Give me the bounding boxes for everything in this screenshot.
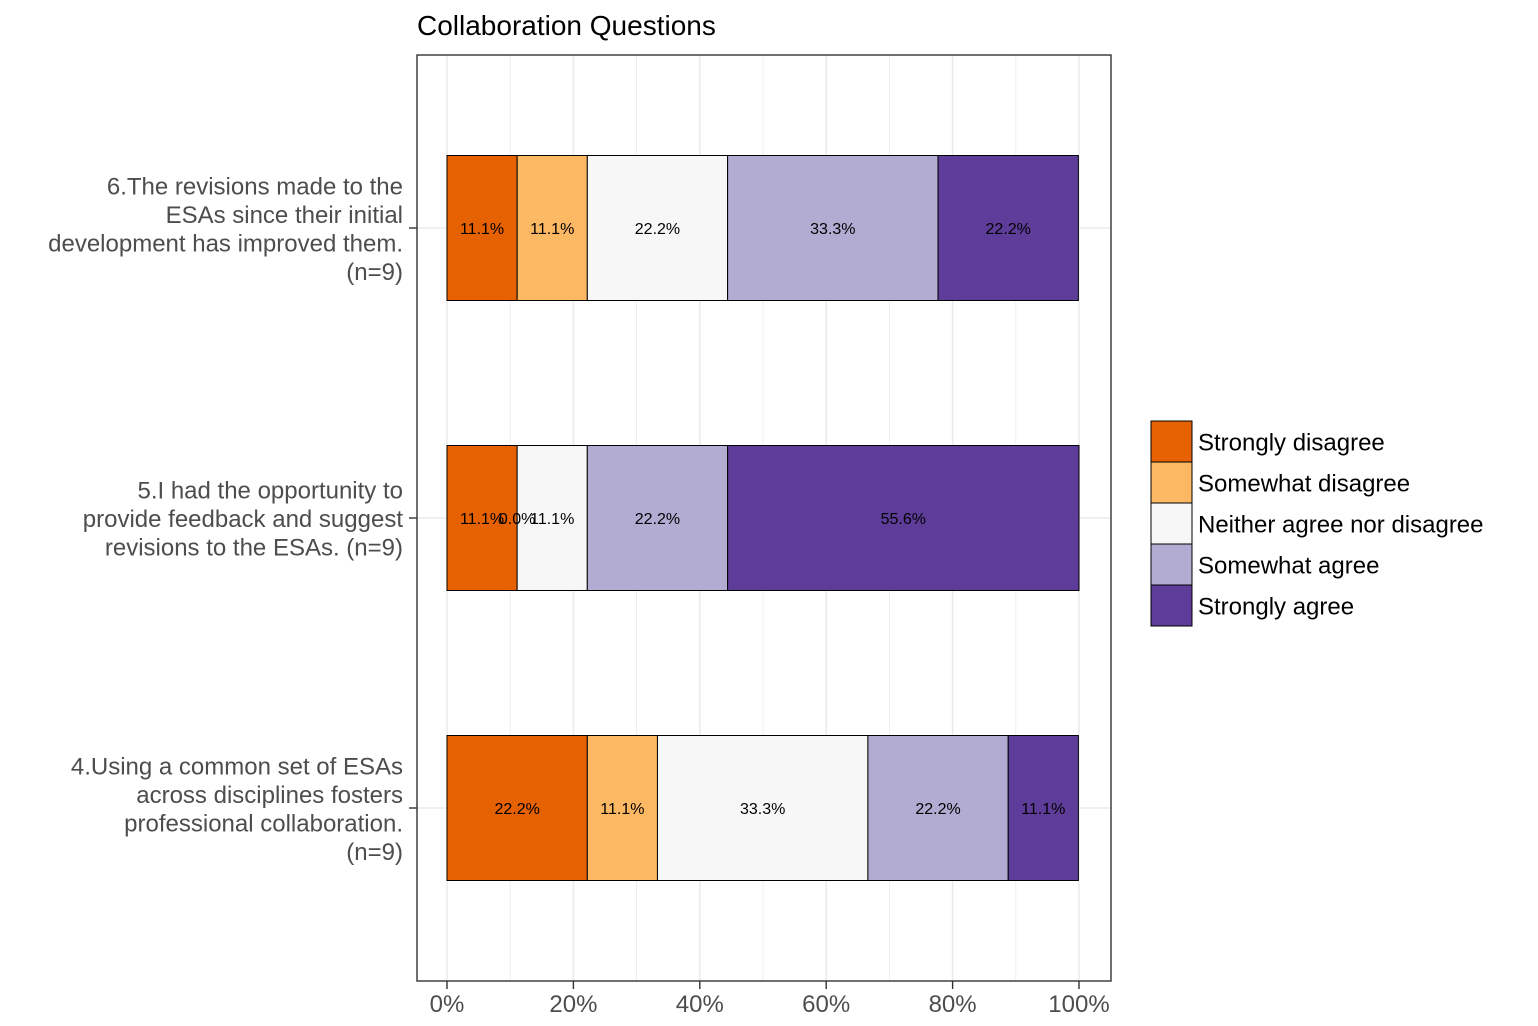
bar-segment	[516, 155, 588, 301]
x-tick-label: 60%	[802, 991, 850, 1018]
segment-labels: 11.1% 11.1% 22.2% 33.3% 22.2%11.1%0.0%11.1% 2…	[460, 221, 1065, 818]
y-tick-label: 6.The revisions made to the	[107, 173, 403, 200]
x-tick-label: 20%	[549, 991, 597, 1018]
segment-value-label: 11.1%	[460, 221, 504, 238]
bar-segment	[1007, 735, 1079, 881]
bar-segment	[446, 445, 518, 591]
bar-segment	[727, 445, 1080, 591]
legend: Strongly disagree Somewhat disagree Neithe…	[1150, 420, 1484, 627]
y-tick-label: (n=9)	[346, 259, 403, 286]
y-tick-label: professional collaboration.	[124, 810, 403, 837]
legend-key	[1150, 584, 1193, 627]
bar-segment	[867, 735, 1009, 881]
x-tick-label: 100%	[1048, 991, 1109, 1018]
y-tick-label: development has improved them.	[48, 230, 403, 257]
segment-value-label: 11.1%	[1021, 801, 1065, 818]
y-tick-label: (n=9)	[346, 839, 403, 866]
y-tick-label: ESAs since their initial	[166, 202, 403, 229]
y-tick-label: 4.Using a common set of ESAs	[71, 753, 403, 780]
y-tick-label: 5.I had the opportunity to	[137, 478, 403, 505]
x-axis: 0% 20% 40% 60% 80% 100%	[430, 981, 1110, 1018]
legend-label: Strongly disagree	[1198, 430, 1385, 457]
legend-label: Somewhat disagree	[1198, 471, 1410, 498]
bar-segment	[516, 445, 588, 591]
bars	[446, 155, 1080, 881]
x-tick-label: 80%	[929, 991, 977, 1018]
legend-label: Neither agree nor disagree	[1198, 512, 1484, 539]
y-tick-label: provide feedback and suggest	[83, 506, 404, 533]
y-tick-label: across disciplines fosters	[136, 782, 403, 809]
legend-key	[1150, 502, 1193, 545]
segment-value-label: 22.2%	[915, 801, 960, 818]
segment-value-label: 11.1%	[530, 221, 574, 238]
segment-value-label: 22.2%	[635, 511, 680, 528]
bar-segment	[446, 735, 588, 881]
x-tick-label: 0%	[430, 991, 465, 1018]
segment-value-label: 11.1%	[600, 801, 644, 818]
segment-value-label: 11.1%	[530, 511, 574, 528]
segment-value-label: 55.6%	[881, 511, 926, 528]
bar-segment	[586, 445, 729, 591]
legend-key	[1150, 420, 1193, 463]
segment-value-label: 33.3%	[740, 801, 785, 818]
bar-segment	[586, 155, 729, 301]
legend-label: Somewhat agree	[1198, 553, 1379, 580]
chart-title: Collaboration Questions	[417, 10, 716, 41]
legend-key	[1150, 461, 1193, 504]
bar-segment	[586, 735, 658, 881]
legend-label: Strongly agree	[1198, 594, 1354, 621]
segment-value-label: 33.3%	[810, 221, 855, 238]
legend-key	[1150, 543, 1193, 586]
bar-segment	[446, 155, 518, 301]
bar-segment	[727, 155, 939, 301]
segment-value-label: 22.2%	[494, 801, 539, 818]
segment-value-label: 11.1%	[460, 511, 504, 528]
bar-segment	[937, 155, 1079, 301]
x-tick-label: 40%	[676, 991, 724, 1018]
segment-value-label: 22.2%	[986, 221, 1031, 238]
segment-value-label: 22.2%	[635, 221, 680, 238]
segment-value-label: 0.0%	[499, 511, 535, 528]
y-tick-label: revisions to the ESAs. (n=9)	[105, 535, 403, 562]
